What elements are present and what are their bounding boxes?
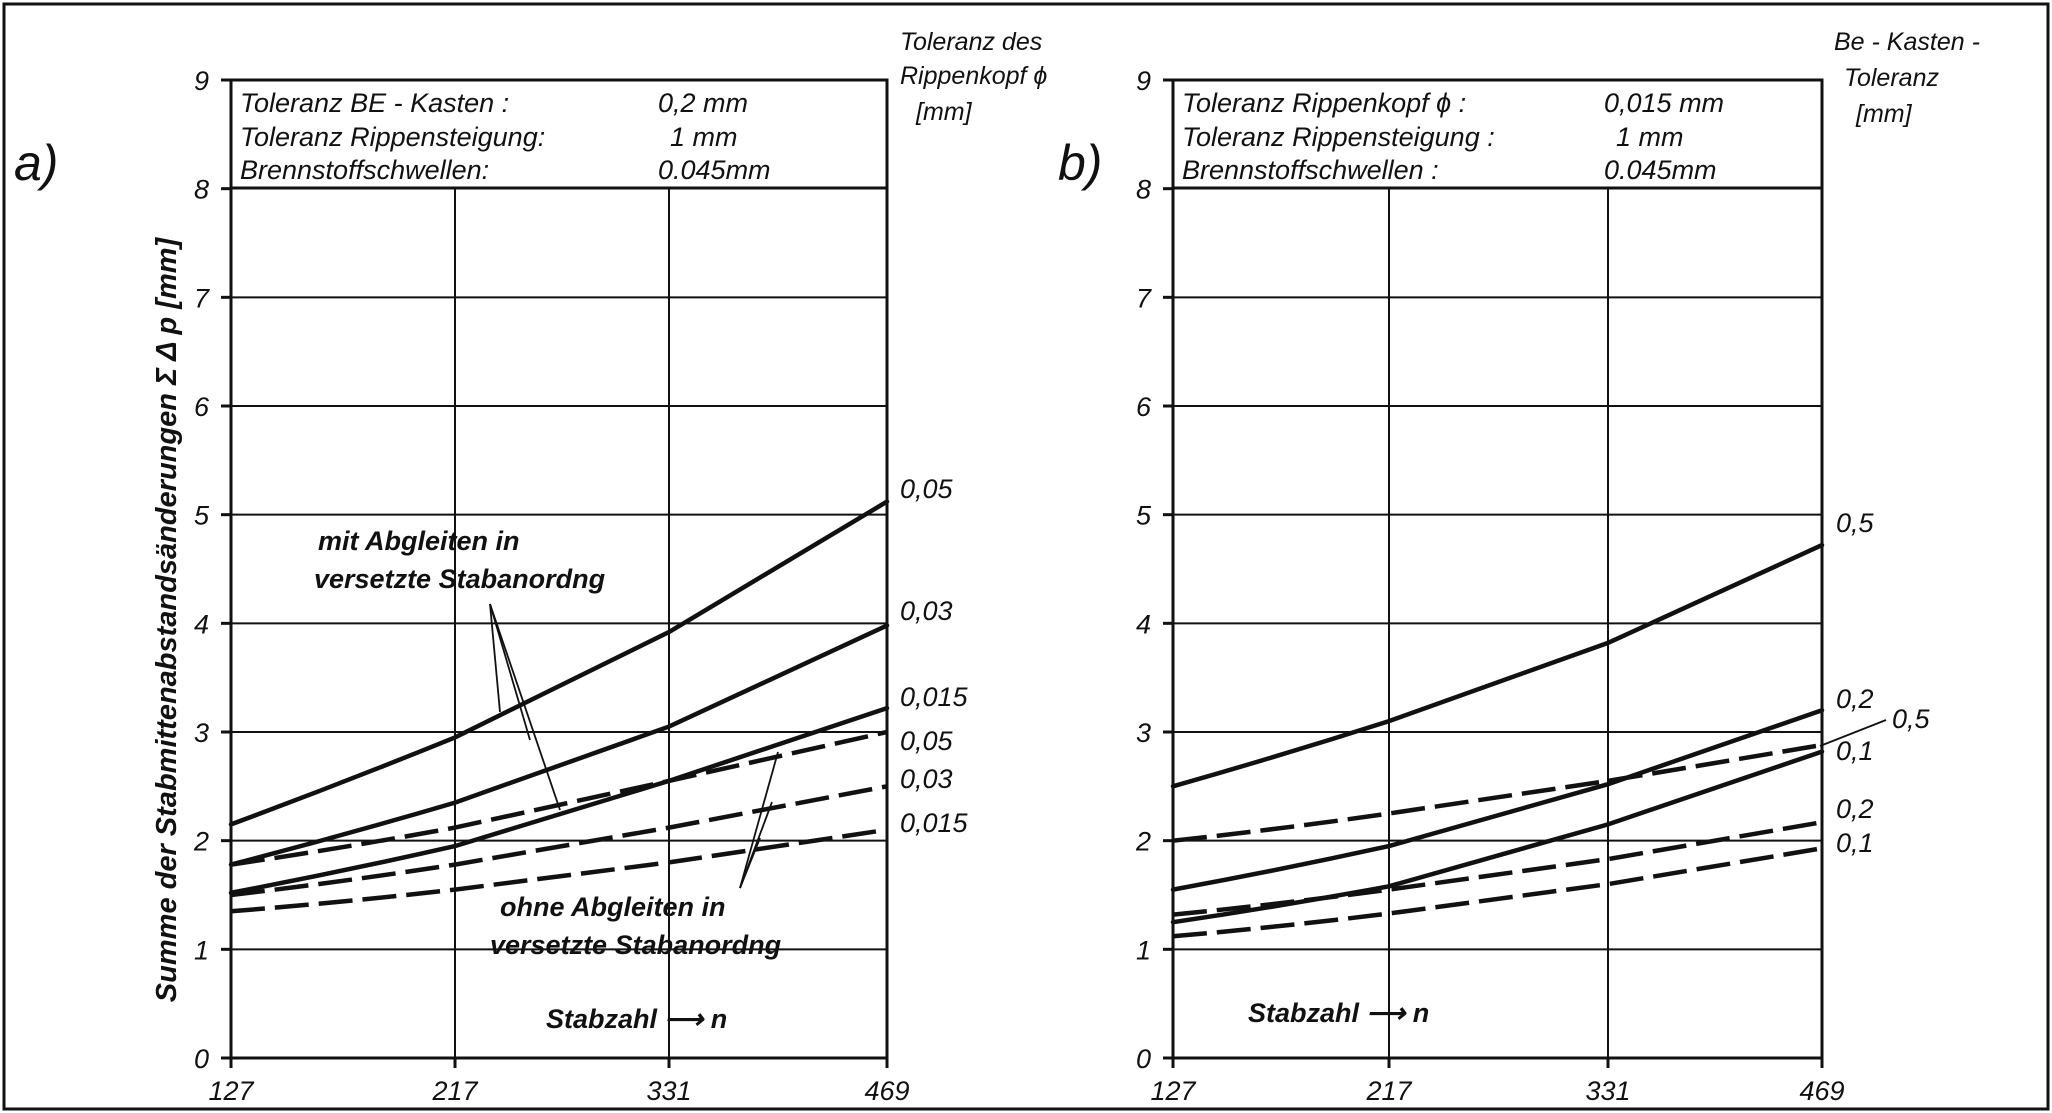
annotation-leader-line [489, 603, 501, 713]
y-tick-label: 4 [194, 609, 209, 639]
y-tick-label: 7 [194, 283, 210, 313]
x-tick-label: 217 [431, 1076, 478, 1106]
panel-a-annotation-solid-2: versetzte Stabanordng [314, 564, 606, 594]
y-tick-label: 1 [1136, 935, 1151, 965]
x-tick-label: 469 [1799, 1076, 1844, 1106]
y-tick-label: 2 [1135, 827, 1151, 857]
panel-a-side-title-1: Toleranz des [900, 28, 1042, 56]
y-tick-label: 1 [194, 935, 209, 965]
x-tick-label: 127 [1150, 1076, 1196, 1106]
panel-a-annotation-dashed-1: ohne Abgleiten in [500, 892, 726, 922]
panel-b-box-value-3: 0.045mm [1604, 155, 1717, 185]
panel-b-box-value-2: 1 mm [1616, 122, 1684, 152]
y-tick-label: 2 [193, 827, 209, 857]
panel-a-box-value-2: 1 mm [670, 122, 738, 152]
y-tick-label: 5 [194, 501, 210, 531]
panel-a-side-title-2: Rippenkopf ϕ [900, 62, 1047, 90]
panel-b-label: b) [1058, 135, 1102, 191]
y-tick-label: 0 [1136, 1044, 1151, 1074]
series-label-1: 0,2 [1836, 684, 1874, 714]
y-tick-label: 6 [194, 392, 210, 422]
series-label-2: 0,015 [900, 682, 969, 712]
y-tick-label: 3 [194, 718, 209, 748]
panel-b: 0 1 2 3 4 5 6 7 8 9 127 217 331 469 0,5 0,2 0,1 0,5 0,2 0,1 [1135, 66, 1931, 1106]
plot-frame [229, 78, 889, 1060]
annotation-leader-line [739, 751, 779, 889]
series-line-solid-2 [228, 705, 890, 896]
series-line-solid-0 [1170, 542, 1825, 789]
annotation-leader-line [489, 603, 561, 811]
panel-b-x-axis-label: Stabzahl ⟶ n [1248, 998, 1429, 1028]
y-tick-label: 5 [1136, 501, 1152, 531]
plot-frame [1171, 78, 1824, 1060]
panel-b-box-value-1: 0,015 mm [1604, 88, 1724, 118]
annotation-leader-line [739, 837, 761, 889]
panel-b-box-label-1: Toleranz Rippenkopf ϕ : [1182, 88, 1466, 118]
y-tick-label: 8 [1136, 175, 1151, 205]
series-label-5: 0,1 [1836, 828, 1874, 858]
series-label-2: 0,1 [1836, 736, 1874, 766]
x-tick-label: 331 [646, 1076, 691, 1106]
series-label-leader [1819, 719, 1887, 747]
series-line-solid-0 [228, 499, 890, 827]
series-line-dashed-4 [1172, 819, 1823, 917]
panel-b-side-title-2: Toleranz [1844, 64, 1939, 92]
panel-b-side-title-1: Be - Kasten - [1834, 28, 1980, 56]
series-label-0: 0,5 [1836, 508, 1875, 538]
series-line-solid-1 [1170, 708, 1825, 892]
panel-a-side-title-3: [mm] [915, 98, 973, 126]
y-tick-label: 9 [1136, 66, 1151, 96]
panel-a-box-label-3: Brennstoffschwellen: [240, 155, 489, 185]
series-label-3: 0,05 [900, 726, 954, 756]
annotation-leader-line [489, 603, 531, 741]
x-tick-label: 217 [1365, 1076, 1412, 1106]
series-line-dashed-4 [230, 784, 888, 898]
series-label-4: 0,03 [900, 764, 953, 794]
panel-b-box-label-3: Brennstoffschwellen : [1182, 155, 1439, 185]
series-line-dashed-3 [230, 729, 888, 867]
panel-a-box-label-1: Toleranz BE - Kasten : [240, 88, 509, 118]
panel-a-box-label-2: Toleranz Rippensteigung: [240, 122, 545, 152]
panel-a-box-value-3: 0.045mm [658, 155, 771, 185]
panel-a-x-axis-label: Stabzahl ⟶ n [546, 1004, 727, 1034]
series-label-0: 0,05 [900, 474, 954, 504]
x-tick-label: 469 [864, 1076, 909, 1106]
y-tick-label: 4 [1136, 609, 1151, 639]
series-line-solid-1 [228, 623, 890, 867]
y-tick-label: 8 [194, 175, 209, 205]
series-line-dashed-3 [1172, 742, 1823, 843]
y-tick-label: 9 [194, 66, 209, 96]
series-label-4: 0,2 [1836, 794, 1874, 824]
panel-a-box-value-1: 0,2 mm [658, 88, 748, 118]
series-line-dashed-5 [230, 827, 888, 914]
x-tick-label: 127 [208, 1076, 254, 1106]
series-label-1: 0,03 [900, 596, 953, 626]
series-label-3: 0,5 [1892, 704, 1931, 734]
panel-a-annotation-solid-1: mit Abgleiten in [318, 526, 520, 556]
panel-a-y-axis-label: Summe der Stabmittenabstandsänderungen Σ… [151, 236, 183, 1002]
panel-a-annotation-dashed-2: versetzte Stabanordng [490, 930, 782, 960]
y-tick-label: 7 [1136, 283, 1152, 313]
panel-a: 0 1 2 3 4 5 6 7 8 9 127 217 331 469 0,05 0,03 0,015 0,05 0… [193, 66, 969, 1106]
series-label-5: 0,015 [900, 808, 969, 838]
series-line-dashed-5 [1172, 846, 1823, 939]
y-tick-label: 0 [194, 1044, 209, 1074]
y-tick-label: 3 [1136, 718, 1151, 748]
panel-b-box-label-2: Toleranz Rippensteigung : [1182, 122, 1495, 152]
y-tick-label: 6 [1136, 392, 1152, 422]
x-tick-label: 331 [1585, 1076, 1630, 1106]
panel-a-label: a) [14, 135, 58, 191]
panel-b-side-title-3: [mm] [1855, 100, 1913, 128]
